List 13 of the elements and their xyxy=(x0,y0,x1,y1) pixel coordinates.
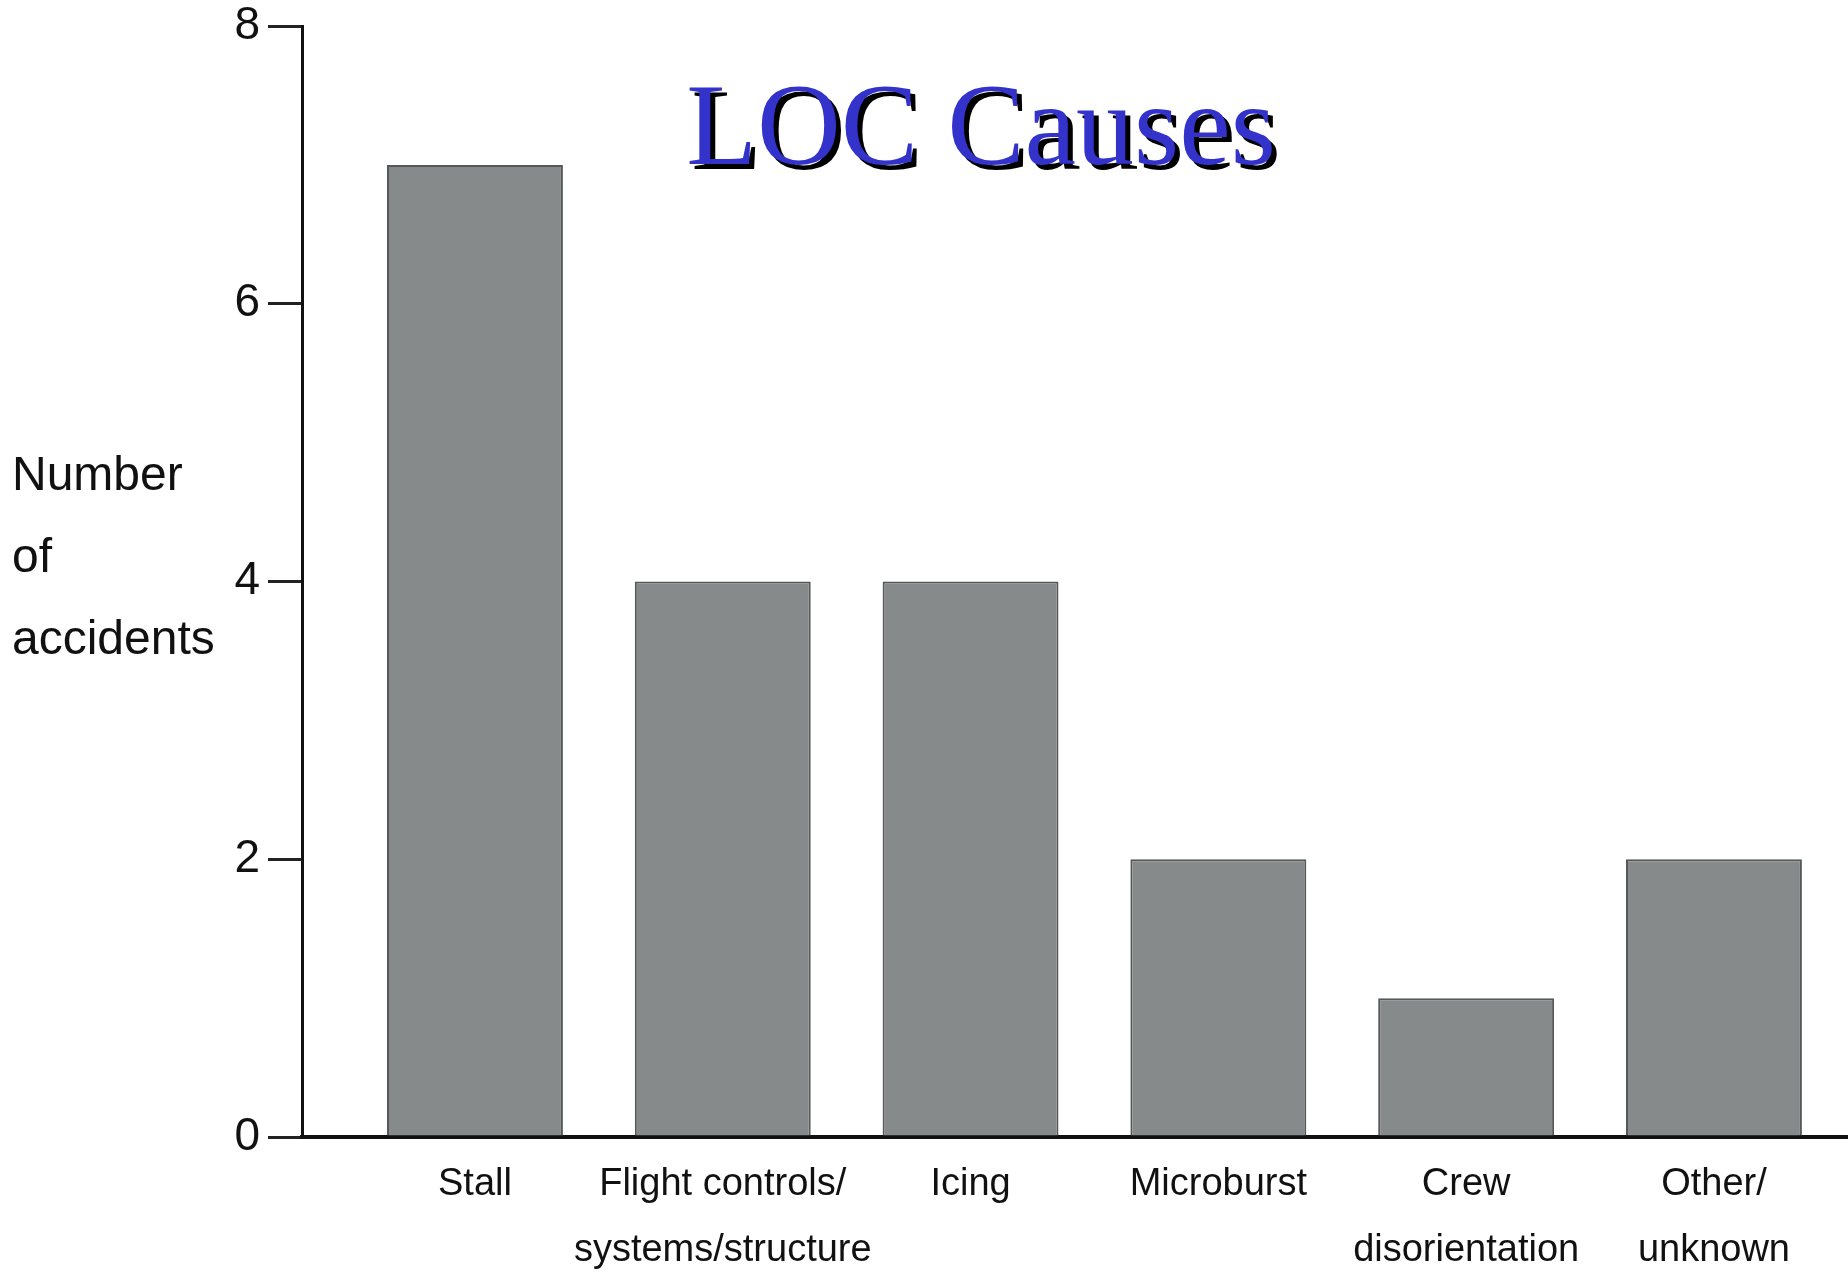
x-tick-label: Other/ unknown xyxy=(1637,1160,1790,1270)
x-tick-label: Microburst xyxy=(1129,1160,1308,1203)
y-tick-label: 0 xyxy=(234,1107,260,1160)
x-tick-label: Stall xyxy=(438,1160,512,1203)
x-tick-label: Flight controls/ systems/structure xyxy=(573,1160,872,1270)
y-tick-label: 6 xyxy=(234,274,260,327)
x-tick-label: Crew disorientation xyxy=(1353,1160,1580,1270)
y-axis-title: Number of accidents xyxy=(12,446,215,664)
y-tick-label: 8 xyxy=(234,0,260,49)
x-tick-label: Icing xyxy=(930,1160,1011,1203)
chart-title: LOC Causes xyxy=(686,60,1276,189)
y-tick-label: 4 xyxy=(234,552,260,605)
y-tick-label: 2 xyxy=(234,829,260,882)
